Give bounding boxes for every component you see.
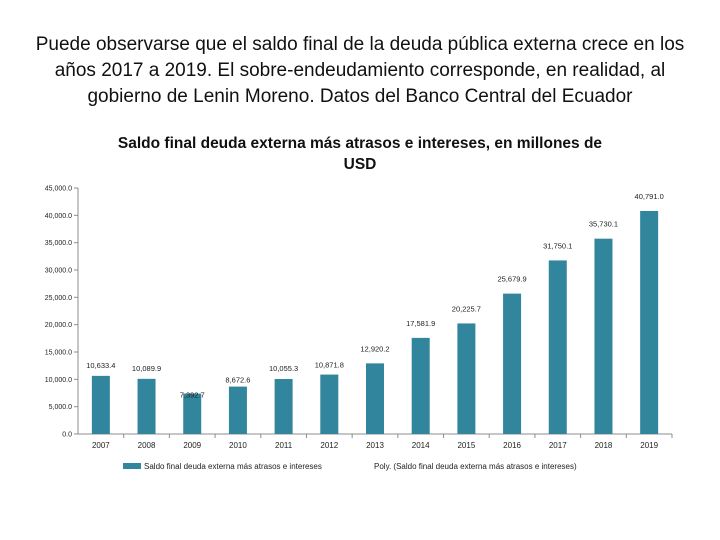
x-tick-label: 2014 <box>412 441 430 450</box>
y-tick-label: 5,000.0 <box>49 404 72 411</box>
x-tick-label: 2013 <box>366 441 384 450</box>
bar-2012 <box>320 374 339 434</box>
x-tick-label: 2007 <box>92 441 110 450</box>
data-label: 7,392.7 <box>180 391 205 400</box>
bar-2016 <box>503 293 522 434</box>
bar-2014 <box>411 337 430 434</box>
x-tick-label: 2016 <box>503 441 521 450</box>
data-label: 35,730.1 <box>589 220 618 229</box>
bar-2009 <box>183 393 202 434</box>
y-tick-label: 35,000.0 <box>45 240 72 247</box>
bar-2017 <box>548 260 567 434</box>
y-tick-label: 40,000.0 <box>45 213 72 220</box>
bar-2019 <box>640 211 659 434</box>
data-label: 10,871.8 <box>315 361 344 370</box>
data-label: 12,920.2 <box>360 344 389 353</box>
bar-2010 <box>228 386 247 434</box>
y-tick-label: 30,000.0 <box>45 268 72 275</box>
chart-title: Saldo final deuda externa más atrasos e … <box>117 135 603 173</box>
data-label: 10,633.4 <box>86 361 115 370</box>
data-label: 17,581.9 <box>406 319 435 328</box>
y-tick-label: 15,000.0 <box>45 350 72 357</box>
data-label: 10,055.3 <box>269 364 298 373</box>
legend-label-series: Saldo final deuda externa más atrasos e … <box>144 462 322 471</box>
x-tick-label: 2017 <box>549 441 567 450</box>
slide-heading: Puede observarse que el saldo final de l… <box>35 34 685 107</box>
x-tick-label: 2008 <box>138 441 156 450</box>
data-label: 10,089.9 <box>132 364 161 373</box>
y-tick-label: 0.0 <box>62 432 72 439</box>
x-tick-label: 2015 <box>457 441 475 450</box>
data-label: 20,225.7 <box>452 304 481 313</box>
x-tick-label: 2018 <box>595 441 613 450</box>
y-tick-label: 45,000.0 <box>45 186 72 193</box>
data-label: 25,679.9 <box>497 275 526 284</box>
data-label: 31,750.1 <box>543 241 572 250</box>
data-label: 8,672.6 <box>225 376 250 385</box>
x-tick-label: 2012 <box>320 441 338 450</box>
x-tick-label: 2019 <box>640 441 658 450</box>
bar-2008 <box>137 378 156 434</box>
bar-2007 <box>91 375 110 434</box>
x-tick-label: 2011 <box>275 441 293 450</box>
y-tick-label: 10,000.0 <box>45 377 72 384</box>
bar-2018 <box>594 238 613 434</box>
y-tick-label: 25,000.0 <box>45 295 72 302</box>
bar-2011 <box>274 379 293 434</box>
y-tick-label: 20,000.0 <box>45 322 72 329</box>
x-tick-label: 2010 <box>229 441 247 450</box>
legend-label-trendline: Poly. (Saldo final deuda externa más atr… <box>374 462 577 471</box>
bar-2013 <box>366 363 384 434</box>
x-tick-label: 2009 <box>183 441 201 450</box>
data-label: 40,791.0 <box>635 192 664 201</box>
legend-swatch <box>123 463 141 469</box>
bar-2015 <box>457 323 476 434</box>
